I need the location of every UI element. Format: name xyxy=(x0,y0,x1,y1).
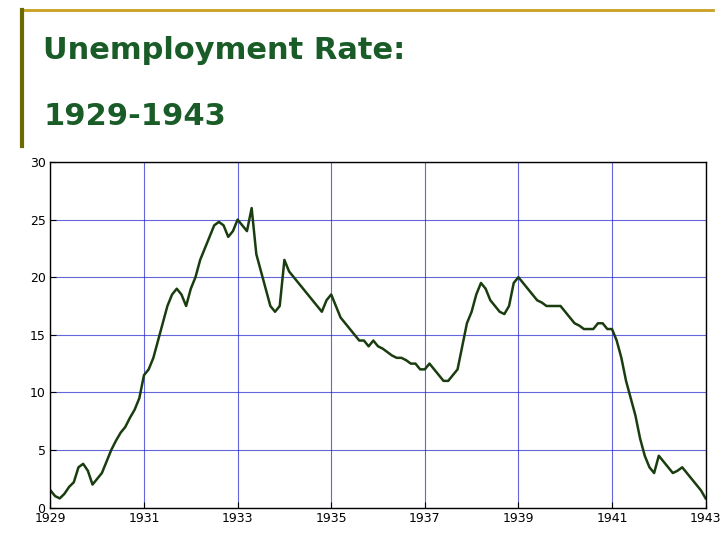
Text: 1929-1943: 1929-1943 xyxy=(43,102,226,131)
Text: Unemployment Rate:: Unemployment Rate: xyxy=(43,36,405,65)
